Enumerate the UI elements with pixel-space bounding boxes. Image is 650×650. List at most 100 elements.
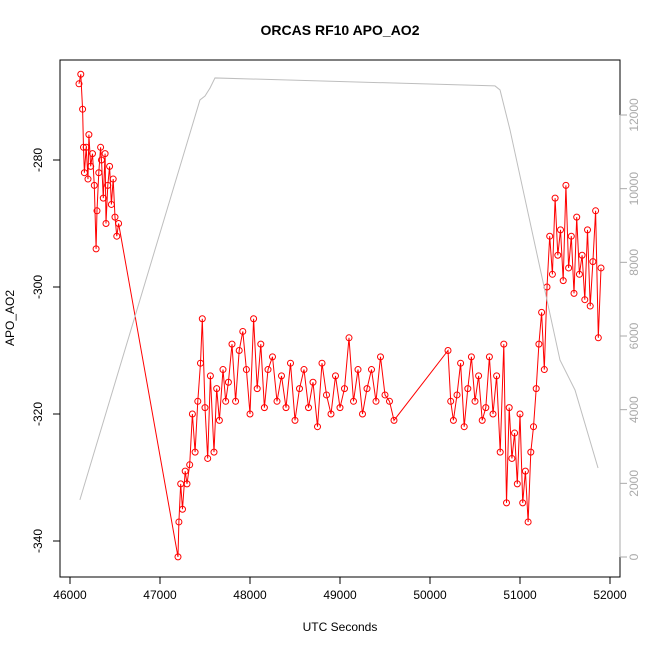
data-point bbox=[246, 410, 254, 418]
data-point bbox=[589, 258, 597, 266]
data-point bbox=[496, 448, 504, 456]
data-point bbox=[551, 194, 559, 202]
data-point bbox=[363, 385, 371, 393]
data-point bbox=[104, 181, 112, 189]
data-point bbox=[183, 480, 191, 488]
data-point bbox=[489, 410, 497, 418]
data-point bbox=[460, 423, 468, 431]
data-point bbox=[524, 518, 532, 526]
data-point bbox=[511, 429, 519, 437]
data-point bbox=[250, 315, 258, 323]
data-point bbox=[95, 169, 103, 177]
data-point bbox=[188, 410, 196, 418]
data-point bbox=[372, 397, 380, 405]
data-point bbox=[354, 366, 362, 374]
x-tick-label: 48000 bbox=[233, 588, 267, 602]
x-axis-label: UTC Seconds bbox=[303, 620, 378, 634]
data-point bbox=[295, 385, 303, 393]
y2-tick-label: 10000 bbox=[627, 172, 641, 206]
data-point bbox=[368, 366, 376, 374]
data-point bbox=[327, 410, 335, 418]
data-point bbox=[597, 264, 605, 272]
data-point bbox=[548, 270, 556, 278]
data-point bbox=[206, 372, 214, 380]
data-point bbox=[350, 397, 358, 405]
y2-tick-label: 8000 bbox=[627, 249, 641, 276]
data-point bbox=[313, 423, 321, 431]
data-point bbox=[345, 334, 353, 342]
data-point bbox=[253, 385, 261, 393]
data-point bbox=[286, 359, 294, 367]
data-point bbox=[377, 353, 385, 361]
data-point bbox=[500, 340, 508, 348]
data-point bbox=[467, 353, 475, 361]
data-point bbox=[88, 150, 96, 158]
data-point bbox=[573, 213, 581, 221]
data-point bbox=[198, 315, 206, 323]
data-point bbox=[464, 385, 472, 393]
y-tick-label: -300 bbox=[31, 275, 45, 299]
data-point bbox=[92, 245, 100, 253]
data-point bbox=[341, 385, 349, 393]
data-point bbox=[93, 207, 101, 215]
data-point bbox=[194, 397, 202, 405]
data-point bbox=[85, 131, 93, 139]
data-point bbox=[304, 404, 312, 412]
data-point bbox=[282, 404, 290, 412]
y2-tick-label: 6000 bbox=[627, 322, 641, 349]
data-point bbox=[228, 340, 236, 348]
data-point bbox=[546, 232, 554, 240]
data-point bbox=[82, 143, 90, 151]
data-point bbox=[99, 194, 107, 202]
data-point bbox=[115, 220, 123, 228]
x-tick-label: 51000 bbox=[503, 588, 537, 602]
data-point bbox=[196, 359, 204, 367]
data-point bbox=[178, 505, 186, 513]
data-point bbox=[567, 232, 575, 240]
data-point bbox=[322, 391, 330, 399]
data-point bbox=[575, 270, 583, 278]
data-point bbox=[90, 181, 98, 189]
x-tick-label: 52000 bbox=[593, 588, 627, 602]
data-point bbox=[521, 467, 529, 475]
data-point bbox=[97, 143, 105, 151]
data-point bbox=[201, 404, 209, 412]
data-point bbox=[75, 80, 83, 88]
data-point bbox=[224, 378, 232, 386]
x-tick-label: 46000 bbox=[53, 588, 87, 602]
data-point bbox=[210, 448, 218, 456]
data-point bbox=[578, 251, 586, 259]
data-point bbox=[527, 448, 535, 456]
data-point bbox=[449, 416, 457, 424]
data-point bbox=[538, 308, 546, 316]
y2-tick-label: 4000 bbox=[627, 396, 641, 423]
data-point bbox=[530, 423, 538, 431]
data-point bbox=[111, 213, 119, 221]
x-tick-label: 47000 bbox=[143, 588, 177, 602]
data-point bbox=[557, 226, 565, 234]
data-point bbox=[300, 366, 308, 374]
data-point bbox=[485, 353, 493, 361]
data-point bbox=[186, 461, 194, 469]
data-point bbox=[562, 181, 570, 189]
data-point bbox=[80, 169, 88, 177]
data-point bbox=[204, 454, 212, 462]
data-point bbox=[79, 143, 87, 151]
data-point bbox=[235, 347, 243, 355]
data-point bbox=[594, 334, 602, 342]
data-point bbox=[336, 404, 344, 412]
y-axis-label: APO_AO2 bbox=[3, 290, 17, 346]
data-point bbox=[277, 372, 285, 380]
data-point bbox=[106, 162, 114, 170]
data-point bbox=[508, 454, 516, 462]
data-point bbox=[107, 200, 115, 208]
data-point bbox=[84, 175, 92, 183]
data-point bbox=[191, 448, 199, 456]
data-point bbox=[386, 397, 394, 405]
data-point bbox=[101, 150, 109, 158]
data-point bbox=[109, 175, 117, 183]
data-point bbox=[175, 518, 183, 526]
data-point bbox=[554, 251, 562, 259]
data-point bbox=[213, 385, 221, 393]
